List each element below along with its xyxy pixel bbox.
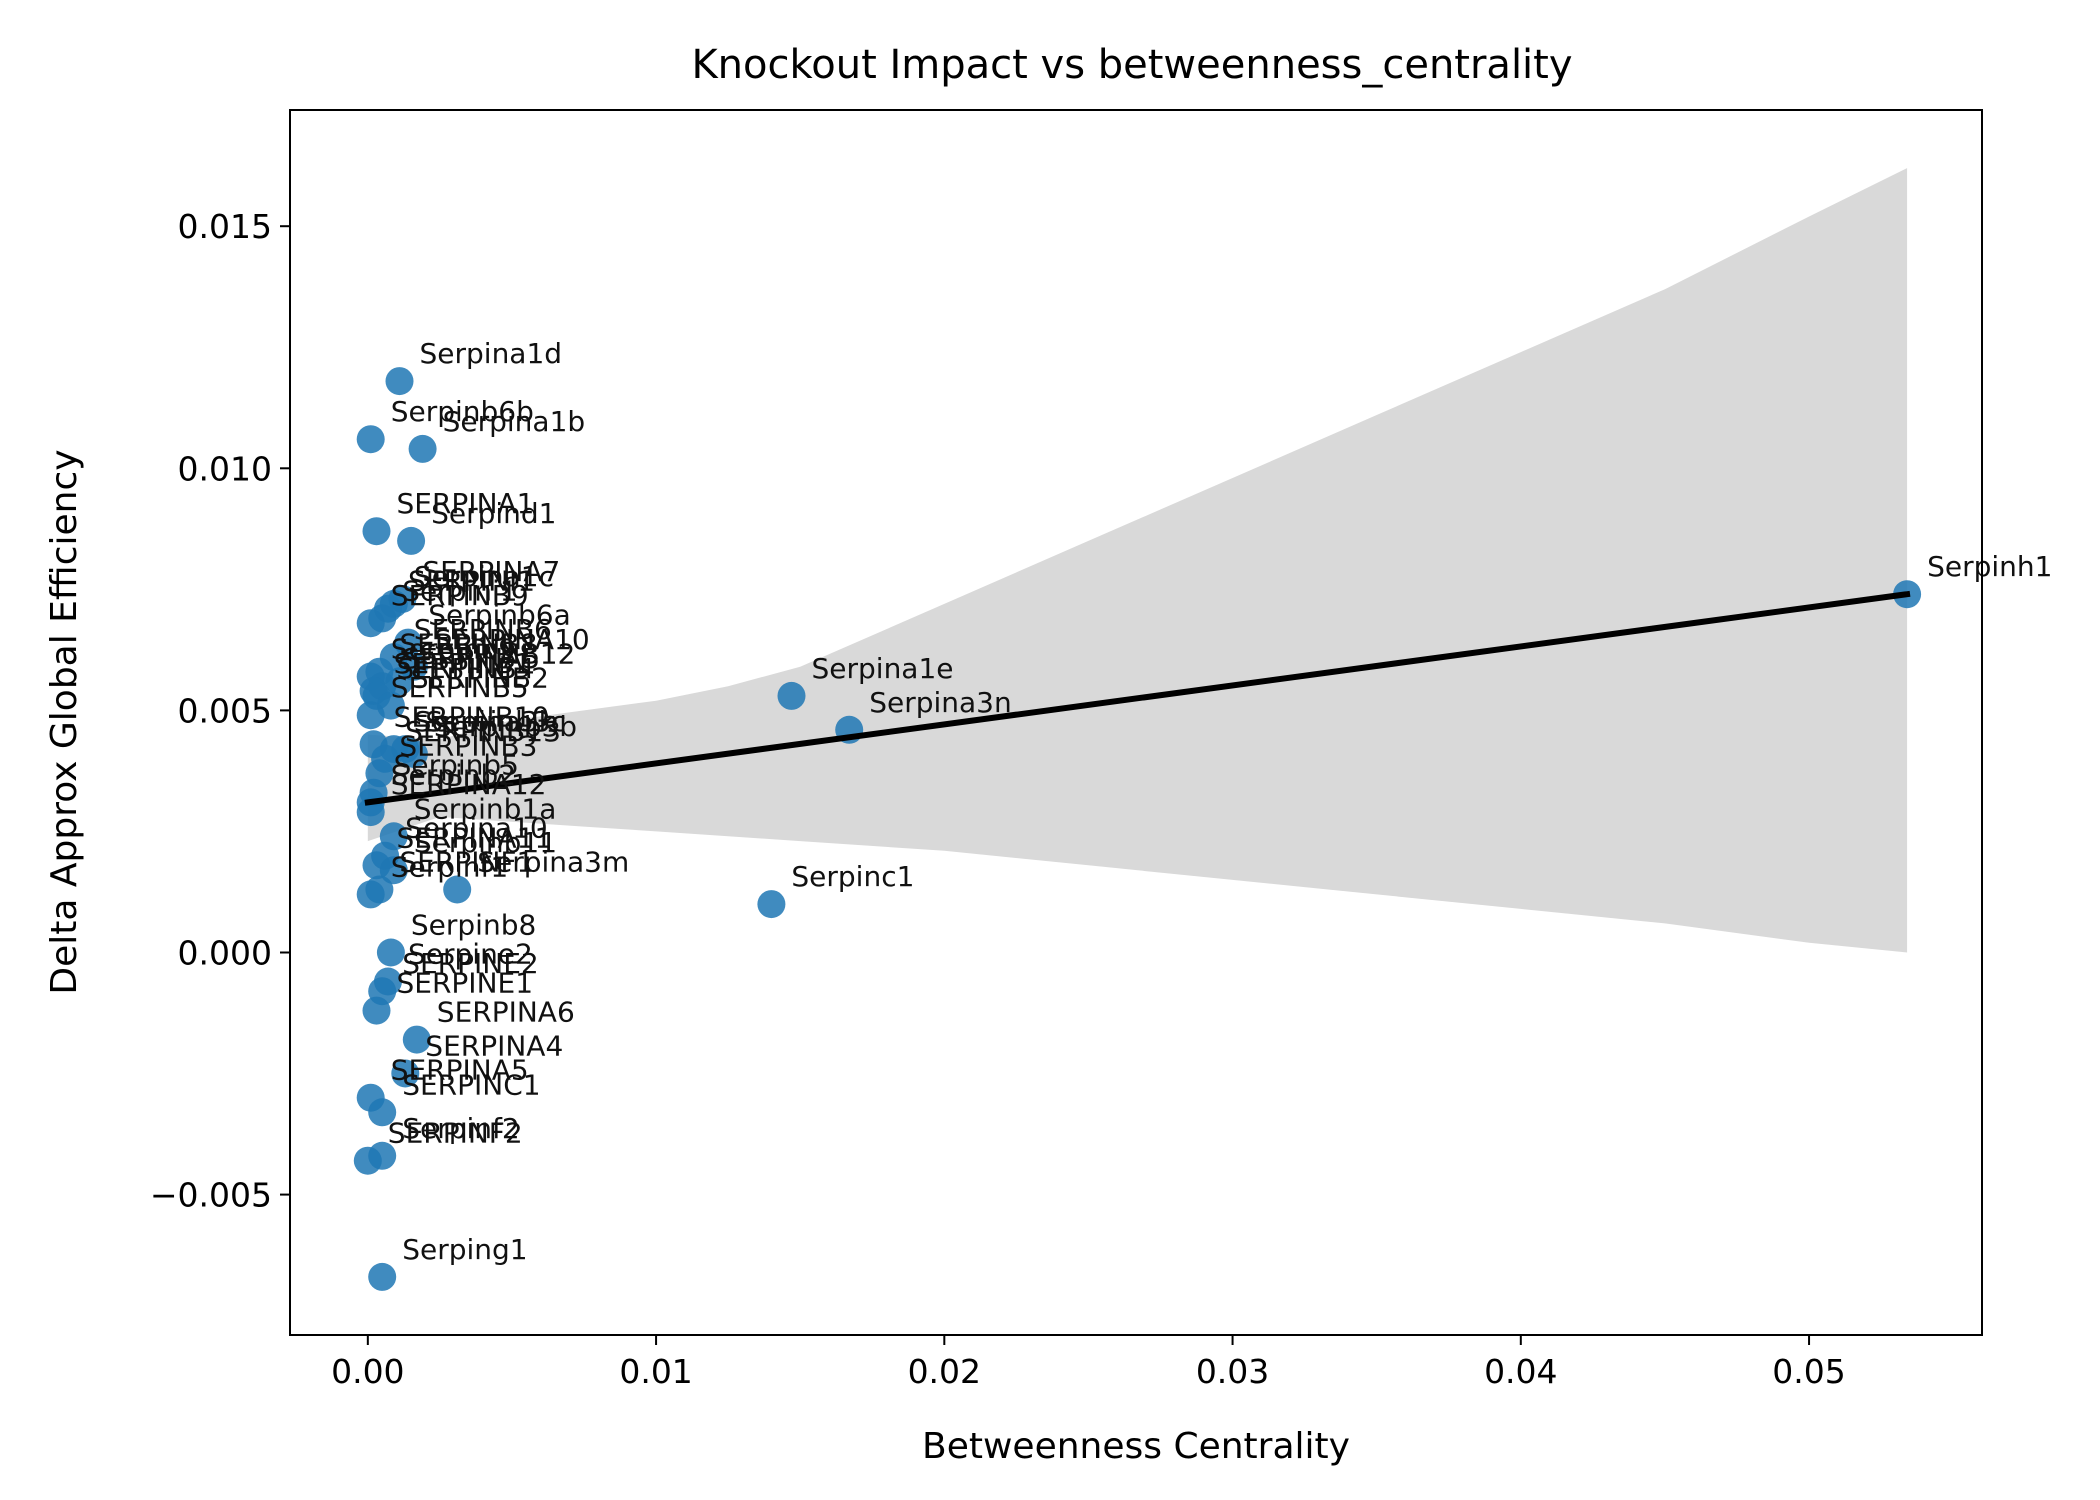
data-point xyxy=(391,1059,420,1088)
point-label: SERPINF2 xyxy=(388,1117,523,1150)
point-label: Serpinh1 xyxy=(1927,550,2052,583)
point-label: Serpina1d xyxy=(420,337,563,370)
point-label: Serping1 xyxy=(402,1233,527,1266)
point-label: SERPINB4 xyxy=(397,652,535,685)
data-point xyxy=(368,1098,397,1127)
data-point xyxy=(356,609,385,638)
data-point xyxy=(399,740,428,768)
data-point xyxy=(777,681,806,710)
point-label: Serpinb9 xyxy=(391,633,516,666)
data-point xyxy=(376,938,405,967)
data-point xyxy=(362,517,391,546)
x-tick-label: 0.04 xyxy=(1484,1352,1557,1391)
data-point xyxy=(408,434,437,463)
x-axis-title: Betweenness Centrality xyxy=(922,1426,1350,1467)
x-axis: 0.00 0.01 0.02 0.03 0.04 0.05 xyxy=(331,1335,1846,1391)
point-label: SERPINE1 xyxy=(397,967,534,1000)
point-label: SERPINF1 xyxy=(399,846,534,879)
data-point xyxy=(356,701,385,730)
point-label: Serpina1e xyxy=(812,652,954,685)
point-label: SERPINB3 xyxy=(399,729,537,762)
y-axis: −0.005 0.000 0.005 0.010 0.015 xyxy=(150,207,290,1215)
data-point xyxy=(353,1146,382,1175)
y-tick-label: −0.005 xyxy=(150,1176,272,1215)
point-label: Serpinb1a xyxy=(414,792,557,825)
data-point xyxy=(368,1262,397,1291)
point-label: SERPINA4 xyxy=(425,1030,563,1063)
point-label: SERPINB5 xyxy=(391,671,529,704)
point-label: SERPINB8 xyxy=(399,628,537,661)
point-label: SERPINC1 xyxy=(402,1068,540,1101)
point-label: SERPINA11 xyxy=(397,821,553,854)
data-point xyxy=(385,367,414,396)
y-tick-label: 0.010 xyxy=(178,449,272,488)
data-point xyxy=(397,526,426,555)
x-tick-label: 0.03 xyxy=(1196,1352,1269,1391)
point-label: SERPINB13 xyxy=(405,715,561,748)
point-label: Serpinb3b xyxy=(434,710,577,743)
chart-title: Knockout Impact vs betweenness_centralit… xyxy=(691,42,1572,88)
point-label: Serpinb8 xyxy=(411,909,536,942)
point-label: SERPINA6 xyxy=(437,996,575,1029)
point-label: SERPINA5 xyxy=(402,642,540,675)
point-label: SERPINB10 xyxy=(394,700,550,733)
point-label: SERPINA12 xyxy=(391,768,547,801)
x-tick-label: 0.00 xyxy=(331,1352,404,1391)
point-label: Serpina1b xyxy=(443,405,586,438)
data-point xyxy=(356,425,385,454)
point-label: SERPINB2 xyxy=(411,662,549,695)
y-tick-label: 0.015 xyxy=(178,207,272,246)
regression-line xyxy=(364,590,1911,806)
y-tick-label: 0.005 xyxy=(178,691,272,730)
data-point xyxy=(365,875,394,904)
point-label: Serpinf1 xyxy=(391,850,508,883)
point-label: SERPINA5 xyxy=(391,1054,529,1087)
x-tick-label: 0.02 xyxy=(908,1352,981,1391)
data-points xyxy=(353,367,1922,1291)
confidence-band xyxy=(367,168,1908,953)
y-axis-title: Delta Approx Global Efficiency xyxy=(44,449,85,994)
data-point xyxy=(362,996,391,1025)
data-point xyxy=(757,890,786,919)
point-label: Serpina3k xyxy=(414,705,556,738)
point-label: SERPINB6 xyxy=(414,613,552,646)
point-label: SERPINI1 xyxy=(408,565,535,598)
point-label: Serpina1c xyxy=(414,560,554,593)
x-tick-label: 0.01 xyxy=(619,1352,692,1391)
data-point xyxy=(356,798,385,827)
point-label: SERPINA7 xyxy=(422,555,560,588)
data-point xyxy=(402,1025,431,1054)
point-label: SERPINE2 xyxy=(402,947,539,980)
point-label: Serpinb2 xyxy=(391,758,516,791)
plot-area: Serpina1dSerpinb6bSerpina1bSERPINA1Serpi… xyxy=(353,168,2053,1291)
point-label: Serpinb6a xyxy=(428,599,571,632)
point-label: SERPINA10 xyxy=(434,623,590,656)
point-label: SERPINA1 xyxy=(397,487,535,520)
x-tick-label: 0.05 xyxy=(1772,1352,1845,1391)
point-label: Serpinb6b xyxy=(391,395,534,428)
point-label: SERPINB12 xyxy=(420,637,576,670)
y-tick-label: 0.000 xyxy=(178,933,272,972)
point-label: Serpina3m xyxy=(477,846,629,879)
point-label: Serpine2 xyxy=(408,938,533,971)
point-label: Serpina10 xyxy=(405,812,548,845)
data-point xyxy=(443,875,472,904)
point-label: Serpinb3c xyxy=(425,705,566,738)
point-label: Serpinb11 xyxy=(414,826,557,859)
point-label: SERPINB1 xyxy=(394,647,532,680)
point-label: Serpind1 xyxy=(431,497,556,530)
point-label: Serpinc1 xyxy=(791,860,914,893)
point-label: Serpinf2 xyxy=(402,1112,519,1145)
point-label: SERPINB9 xyxy=(391,579,529,612)
point-labels: Serpina1dSerpinb6bSerpina1bSERPINA1Serpi… xyxy=(388,337,2053,1266)
point-label: Serpini1 xyxy=(402,574,517,607)
data-point xyxy=(379,856,408,885)
point-label: Serpina3n xyxy=(869,686,1012,719)
plot-frame xyxy=(289,109,1983,1336)
point-label: Serpinb5 xyxy=(394,749,519,782)
